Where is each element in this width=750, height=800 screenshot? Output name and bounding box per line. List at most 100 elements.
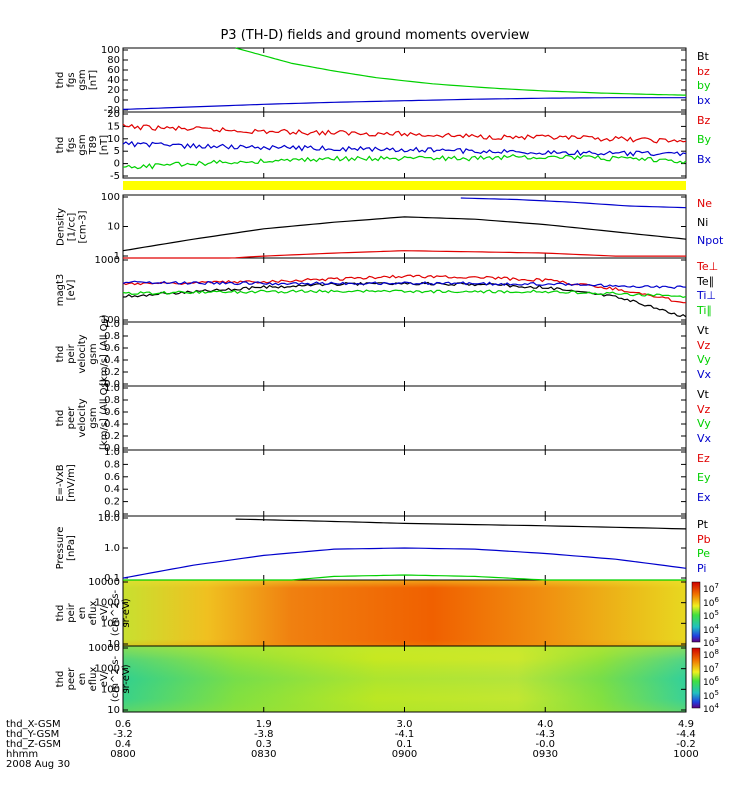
series-line-by (235, 47, 686, 96)
cb-exp: 7 (714, 661, 719, 670)
ylabel-line: velocity (77, 334, 88, 374)
ylabel-line: peir (66, 603, 77, 623)
spectrogram-shade (123, 580, 686, 646)
y-tick-label: 1 (114, 251, 120, 262)
ylabel-line: thd (55, 409, 66, 427)
ephem-value-x: 3.0 (396, 719, 413, 730)
ylabel-line: [nT] (99, 134, 110, 156)
ephem-value-z: 0.1 (396, 739, 413, 750)
y-tick-label: 5 (114, 146, 120, 157)
cb-base: 10 (703, 639, 715, 649)
series-line-Pi (122, 547, 687, 579)
ylabel-line: [cm-3] (77, 210, 88, 244)
series-line-Ti⊥ (122, 280, 687, 289)
y-tick-label: 0.6 (104, 407, 120, 418)
y-tick-label: 1000 (95, 255, 120, 266)
ylabel-line: sr-eV) (121, 598, 132, 628)
cb-exp: 8 (714, 648, 719, 656)
ylabel-line: magt3 (55, 273, 66, 307)
ylabel-line: fgs (66, 137, 77, 153)
series-line-By (122, 154, 687, 170)
ylabel-line: Pressure (55, 526, 66, 570)
ylabel-line: [1/cc] (66, 212, 77, 241)
cb-exp: 5 (714, 688, 719, 697)
y-tick-label: 0.4 (104, 355, 120, 366)
ylabel-line: (cm^2-s- (110, 655, 121, 703)
y-tick-label: -5 (110, 171, 120, 182)
legend-peir_v-0: Vt (697, 324, 709, 337)
cb-base: 10 (703, 705, 715, 715)
ylabel-line: eV/ (99, 604, 110, 622)
ylabel-line: en (77, 606, 88, 620)
panel-ylabel-peir_spec: thd peir en eflux eV/(cm^2-s-sr-eV) (55, 580, 132, 646)
panel-ylabel-efield: E=-VxB [mV/m] (55, 450, 95, 516)
panel-ylabel-density: Density [1/cc] [cm-3] (55, 195, 95, 258)
ephem-value-x: 4.9 (678, 719, 694, 730)
cb-exp: 3 (714, 636, 719, 644)
ylabel-line: fgs (66, 72, 77, 88)
cb-base: 10 (703, 664, 715, 675)
ylabel-line: gsm (77, 134, 88, 156)
y-tick-label: 0.4 (104, 419, 120, 430)
y-tick-label: 100 (101, 192, 120, 203)
ylabel-line: thd (55, 604, 66, 622)
ylabel-line: (cm^2-s- (110, 589, 121, 637)
ephem-value-x: 1.9 (255, 719, 272, 730)
y-tick-label: 0.6 (104, 472, 120, 483)
legend-peer_v-1: Vz (697, 402, 711, 416)
ylabel-line: [nPa] (66, 535, 77, 561)
panel-ylabel-temp: magt3 [eV] (55, 258, 95, 322)
colorbar (691, 647, 701, 709)
legend-temp-0: Te⊥ (697, 260, 719, 273)
ylabel-line: [nT] (88, 69, 99, 91)
legend-fgs-0: Bt (697, 50, 709, 63)
ylabel-line: velocity (77, 398, 88, 438)
yellow-bar (123, 181, 686, 190)
legend-density-2: Npot (697, 234, 724, 248)
y-tick-label: 100 (101, 315, 120, 326)
cb-exp: 4 (714, 702, 719, 710)
panel-ylabel-pressure: Pressure [nPa] (55, 516, 95, 580)
y-tick-label: 40 (107, 75, 120, 86)
ylabel-line: Density (55, 207, 66, 246)
series-line-Ti∥ (122, 289, 687, 299)
legend-t89-1: By (697, 133, 712, 147)
legend-peir_v-3: Vx (697, 367, 712, 381)
ylabel-line: eflux (88, 600, 99, 626)
colorbar-tick: 105 (703, 689, 719, 702)
y-tick-label: -20 (104, 105, 120, 116)
legend-efield-1: Ey (697, 471, 711, 485)
ephem-value-time: 0900 (391, 749, 418, 760)
series-line-Bz (122, 123, 687, 144)
ylabel-line: eV/ (99, 670, 110, 688)
ylabel-line: peer (66, 667, 77, 691)
y-tick-label: 0.6 (104, 343, 120, 354)
legend-temp-1: Te∥ (697, 274, 715, 288)
y-tick-label: 80 (107, 55, 120, 66)
ephem-value-time: 1000 (673, 749, 699, 760)
y-tick-label: 0.0 (104, 379, 120, 390)
ephem-value-z: -0.2 (676, 739, 696, 750)
y-tick-label: 20 (107, 109, 120, 120)
ylabel-line: gsm (88, 407, 99, 429)
y-tick-label: 10.0 (98, 513, 120, 524)
y-tick-label: 1.0 (104, 383, 120, 394)
y-tick-label: 0.0 (104, 443, 120, 454)
legend-pressure-2: Pe (697, 547, 711, 561)
series-line-Npot (460, 197, 687, 209)
legend-density-1: Ni (697, 215, 709, 229)
legend-t89-0: Bz (697, 114, 711, 127)
legend-peer_v-3: Vx (697, 431, 712, 445)
y-tick-label: 0.8 (104, 331, 120, 342)
ephem-value-z: -0.0 (535, 739, 555, 750)
legend-efield-0: Ez (697, 452, 710, 465)
legend-pressure-1: Pb (697, 532, 711, 546)
cb-base: 10 (703, 625, 715, 636)
y-tick-label: 100 (101, 45, 120, 56)
cb-exp: 5 (714, 609, 719, 617)
y-tick-label: 1000 (95, 664, 120, 675)
y-tick-label: 0.0 (104, 509, 120, 520)
ylabel-line: thd (55, 345, 66, 363)
y-tick-label: 1.0 (104, 447, 120, 458)
